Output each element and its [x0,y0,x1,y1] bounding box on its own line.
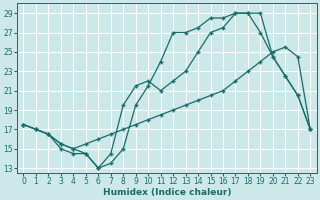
X-axis label: Humidex (Indice chaleur): Humidex (Indice chaleur) [103,188,231,197]
